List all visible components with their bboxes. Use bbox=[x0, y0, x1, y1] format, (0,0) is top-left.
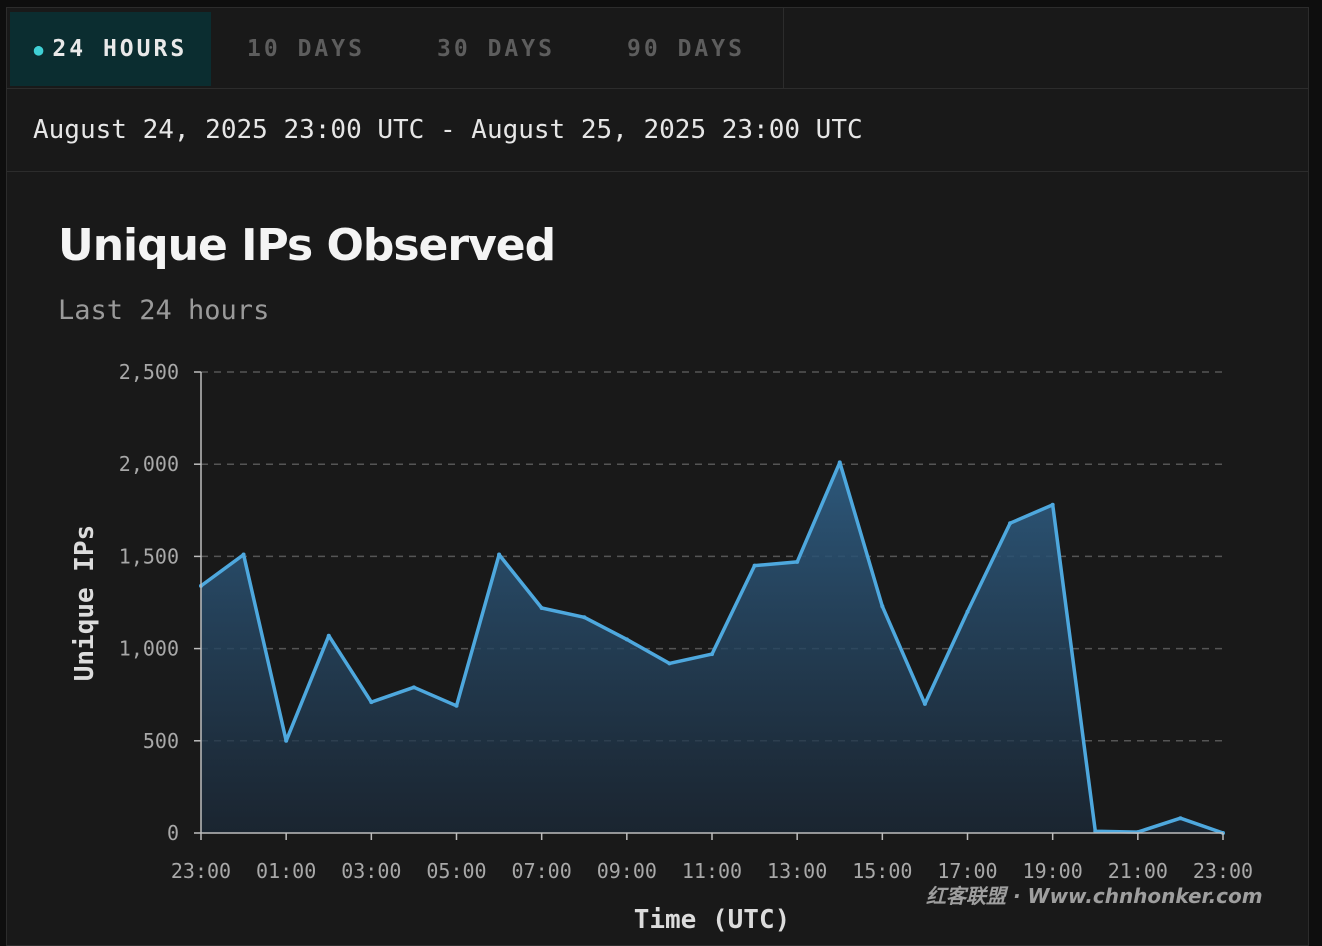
x-tick-label: 17:00 bbox=[937, 859, 997, 883]
y-tick-label: 1,500 bbox=[119, 544, 179, 568]
data-point bbox=[1050, 502, 1055, 507]
x-tick-label: 01:00 bbox=[256, 859, 316, 883]
chart-title: Unique IPs Observed bbox=[58, 220, 556, 271]
x-tick-label: 19:00 bbox=[1023, 859, 1083, 883]
x-tick-label: 05:00 bbox=[426, 859, 486, 883]
data-point bbox=[539, 606, 544, 611]
x-axis-ticks: 23:00 01:00 03:00 05:00 07:00 09:00 11:00 13:00… bbox=[171, 833, 1253, 883]
data-point bbox=[880, 604, 885, 609]
x-tick-label: 23:00 bbox=[171, 859, 231, 883]
active-dot-icon: ● bbox=[33, 39, 47, 59]
tab-label: 10 DAYS bbox=[247, 36, 365, 62]
data-point bbox=[411, 685, 416, 690]
data-point bbox=[922, 701, 927, 706]
x-tick-label: 15:00 bbox=[852, 859, 912, 883]
data-point bbox=[454, 703, 459, 708]
chart-subtitle: Last 24 hours bbox=[58, 295, 270, 326]
data-point bbox=[1093, 829, 1098, 834]
data-point bbox=[965, 609, 970, 614]
x-tick-label: 11:00 bbox=[682, 859, 742, 883]
tab-10-days[interactable]: 10 DAYS bbox=[211, 12, 401, 86]
area-fill bbox=[199, 460, 1225, 835]
data-point bbox=[497, 552, 502, 557]
data-point bbox=[710, 652, 714, 657]
tab-30-days[interactable]: 30 DAYS bbox=[401, 12, 591, 86]
x-tick-label: 09:00 bbox=[597, 859, 657, 883]
area-fill-path bbox=[201, 462, 1223, 833]
data-point bbox=[1008, 521, 1013, 526]
x-axis-label: Time (UTC) bbox=[634, 905, 791, 935]
data-point bbox=[326, 633, 331, 638]
tab-label: 90 DAYS bbox=[627, 36, 745, 62]
y-axis-ticks: 0 500 1,000 1,500 2,000 2,500 bbox=[119, 360, 201, 845]
data-point bbox=[795, 559, 800, 564]
tab-label: 24 HOURS bbox=[52, 36, 188, 62]
tab-label: 30 DAYS bbox=[437, 36, 555, 62]
tab-90-days[interactable]: 90 DAYS bbox=[591, 12, 781, 86]
date-range: August 24, 2025 23:00 UTC - August 25, 2… bbox=[7, 89, 1308, 172]
y-tick-label: 500 bbox=[143, 729, 179, 753]
x-tick-label: 21:00 bbox=[1108, 859, 1168, 883]
watermark: 红客联盟 · Www.chnhonker.com bbox=[926, 884, 1263, 908]
data-point bbox=[284, 738, 289, 743]
y-axis-label: Unique IPs bbox=[70, 525, 100, 682]
x-tick-label: 07:00 bbox=[512, 859, 572, 883]
data-point bbox=[241, 552, 246, 557]
data-point bbox=[582, 615, 587, 620]
tabs-divider bbox=[7, 88, 1308, 89]
x-tick-label: 13:00 bbox=[767, 859, 827, 883]
time-range-tabs: ● 24 HOURS 10 DAYS 30 DAYS 90 DAYS bbox=[7, 8, 784, 88]
x-tick-label: 03:00 bbox=[341, 859, 401, 883]
data-point bbox=[369, 700, 374, 705]
data-point bbox=[752, 563, 757, 568]
data-point bbox=[667, 661, 672, 666]
x-tick-label: 23:00 bbox=[1193, 859, 1253, 883]
y-tick-label: 2,500 bbox=[119, 360, 179, 384]
y-tick-label: 0 bbox=[167, 821, 179, 845]
y-tick-label: 2,000 bbox=[119, 452, 179, 476]
y-tick-label: 1,000 bbox=[119, 637, 179, 661]
data-point bbox=[1178, 816, 1183, 821]
data-point bbox=[624, 637, 629, 642]
data-point bbox=[837, 460, 842, 465]
tab-24-hours[interactable]: ● 24 HOURS bbox=[10, 12, 211, 86]
